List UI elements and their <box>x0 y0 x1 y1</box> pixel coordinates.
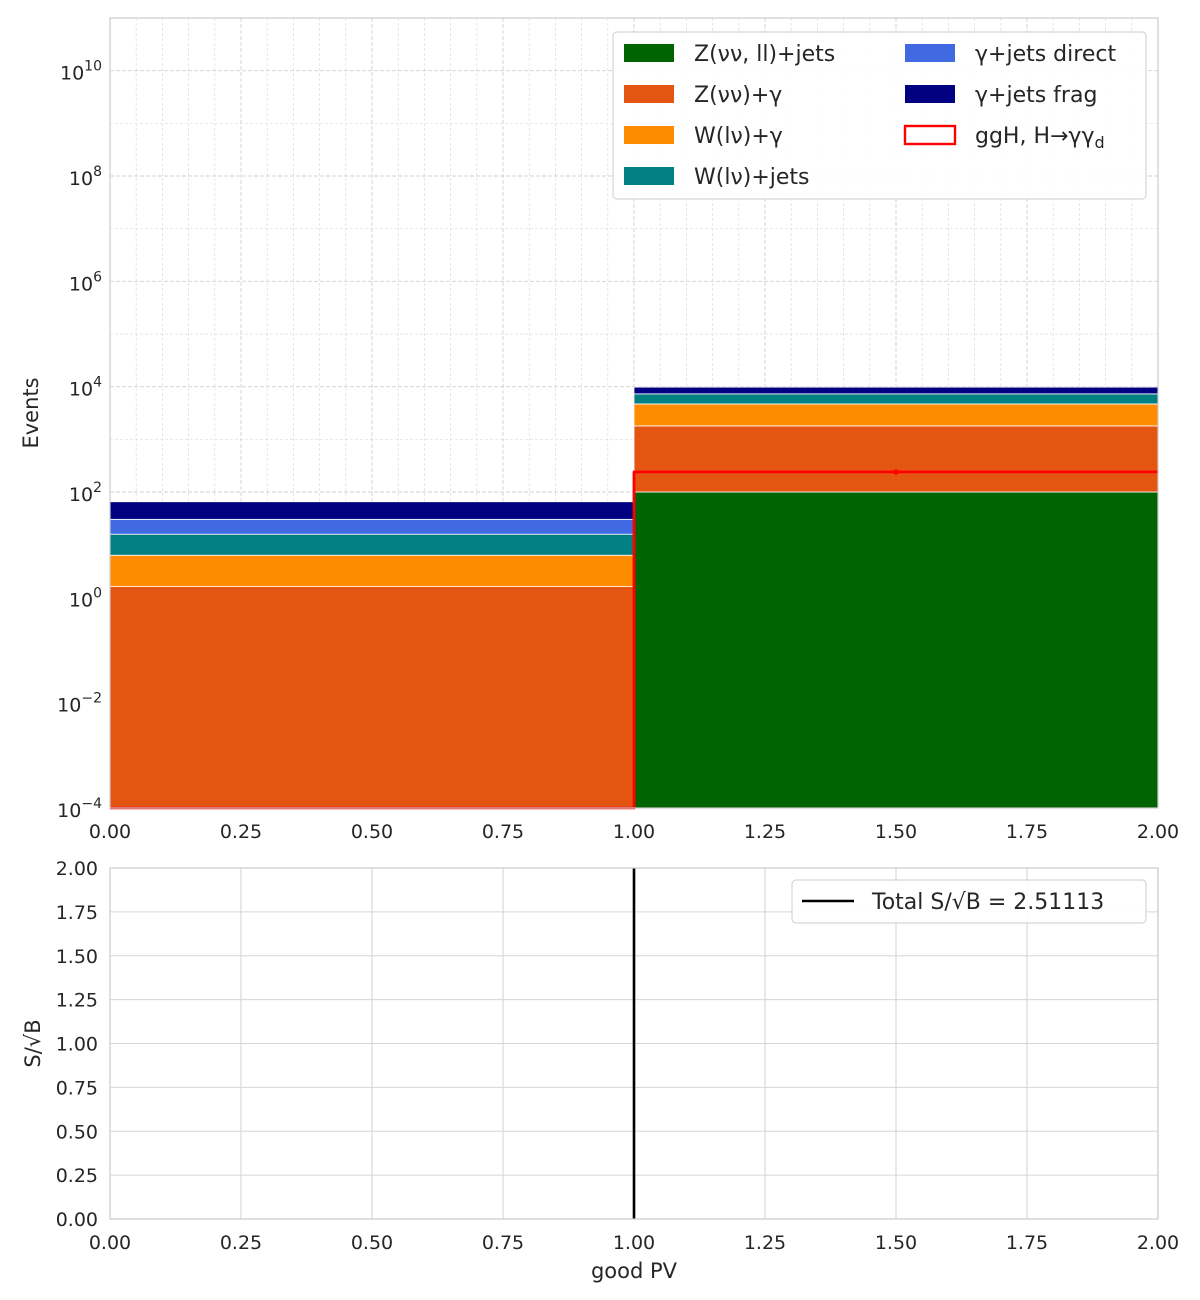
top-x-tick-label: 0.00 <box>89 821 131 843</box>
bar-segment <box>109 501 635 520</box>
legend-swatch <box>905 85 955 103</box>
top-y-tick-label: 104 <box>69 375 102 401</box>
bar-segment <box>109 518 635 535</box>
bottom-x-tick-label: 0.75 <box>482 1232 524 1254</box>
bottom-x-tick-label: 0.50 <box>351 1232 393 1254</box>
top-y-tick-label: 10−4 <box>57 796 102 822</box>
bottom-x-tick-label: 0.00 <box>89 1232 131 1254</box>
bar-segment <box>109 554 635 587</box>
signal-marker <box>893 469 899 475</box>
legend-swatch <box>905 44 955 62</box>
legend-swatch-signal <box>903 124 957 146</box>
top-y-ticks: 10−4 10−2 100 102 104 106 108 1010 <box>57 59 102 822</box>
bottom-x-axis-label: good PV <box>591 1259 678 1283</box>
top-x-tick-label: 0.75 <box>482 821 524 843</box>
top-legend: Z(νν, ll)+jets Z(νν)+γ W(lν)+γ W(lν)+jets γ+… <box>612 31 1147 200</box>
top-legend-box <box>612 31 1147 200</box>
bottom-x-ticks: 0.00 0.25 0.50 0.75 1.00 1.25 1.50 1.75 2.00 <box>89 1232 1179 1254</box>
top-x-tick-label: 1.25 <box>744 821 786 843</box>
legend-label: Z(νν)+γ <box>694 83 782 108</box>
legend-swatch <box>624 126 674 144</box>
top-x-tick-label: 2.00 <box>1137 821 1179 843</box>
top-plot-frame <box>109 17 1159 809</box>
bottom-y-tick-label: 0.00 <box>56 1209 98 1231</box>
top-x-tick-label: 1.50 <box>875 821 917 843</box>
bottom-y-tick-label: 2.00 <box>56 858 98 880</box>
top-y-tick-label: 10−2 <box>57 691 102 717</box>
bottom-x-tick-label: 1.25 <box>744 1232 786 1254</box>
bottom-y-tick-label: 1.75 <box>56 902 98 924</box>
bottom-plot-frame <box>109 867 1159 1220</box>
legend-label: W(lν)+jets <box>694 165 810 190</box>
bottom-x-tick-label: 1.00 <box>613 1232 655 1254</box>
bottom-y-ticks: 0.00 0.25 0.50 0.75 1.00 1.25 1.50 1.75 2.00 <box>56 858 98 1231</box>
legend-label: γ+jets direct <box>975 42 1116 67</box>
bottom-y-tick-label: 1.25 <box>56 990 98 1012</box>
top-y-axis-label: Events <box>19 377 43 448</box>
legend-swatch <box>624 44 674 62</box>
bottom-y-tick-label: 1.50 <box>56 946 98 968</box>
bottom-legend: Total S/√B = 2.51113 <box>791 879 1147 924</box>
bottom-y-tick-label: 1.00 <box>56 1034 98 1056</box>
top-y-tick-label: 102 <box>69 480 102 506</box>
top-x-tick-label: 0.50 <box>351 821 393 843</box>
top-x-tick-label: 1.00 <box>613 821 655 843</box>
top-x-tick-label: 1.75 <box>1006 821 1048 843</box>
bar-segment <box>109 586 635 809</box>
bar-segment <box>109 533 635 556</box>
legend-swatch <box>624 167 674 185</box>
top-y-tick-label: 108 <box>69 164 102 190</box>
legend-label: Z(νν, ll)+jets <box>694 42 835 67</box>
bottom-legend-label: Total S/√B = 2.51113 <box>871 890 1104 915</box>
legend-label: γ+jets frag <box>975 83 1097 108</box>
bottom-legend-box <box>791 879 1147 924</box>
top-y-tick-label: 100 <box>69 585 102 611</box>
legend-label: W(lν)+γ <box>694 124 783 149</box>
top-stacked-bars <box>109 386 1159 809</box>
top-y-tick-label: 1010 <box>60 59 102 85</box>
bar-segment <box>633 491 1159 809</box>
bottom-x-tick-label: 0.25 <box>220 1232 262 1254</box>
bar-segment <box>633 393 1159 405</box>
bottom-y-tick-label: 0.25 <box>56 1165 98 1187</box>
top-x-ticks: 0.00 0.25 0.50 0.75 1.00 1.25 1.50 1.75 2.00 <box>89 821 1179 843</box>
bar-segment <box>633 403 1159 427</box>
legend-swatch <box>624 85 674 103</box>
bottom-x-tick-label: 1.50 <box>875 1232 917 1254</box>
bottom-x-tick-label: 2.00 <box>1137 1232 1179 1254</box>
top-x-tick-label: 0.25 <box>220 821 262 843</box>
bottom-y-tick-label: 0.75 <box>56 1077 98 1099</box>
bar-segment <box>633 386 1159 395</box>
top-y-tick-label: 106 <box>69 269 102 295</box>
bottom-panel: 0.00 0.25 0.50 0.75 1.00 1.25 1.50 1.75 2.00 0.0… <box>21 858 1179 1283</box>
bottom-y-axis-label: S/√B <box>21 1019 45 1067</box>
top-panel: 0.00 0.25 0.50 0.75 1.00 1.25 1.50 1.75 2.00 10−… <box>19 17 1179 843</box>
bottom-x-tick-label: 1.75 <box>1006 1232 1048 1254</box>
bottom-y-tick-label: 0.50 <box>56 1121 98 1143</box>
bar-segment <box>633 425 1159 493</box>
legend-label: ggH, H→γγd <box>975 124 1105 152</box>
